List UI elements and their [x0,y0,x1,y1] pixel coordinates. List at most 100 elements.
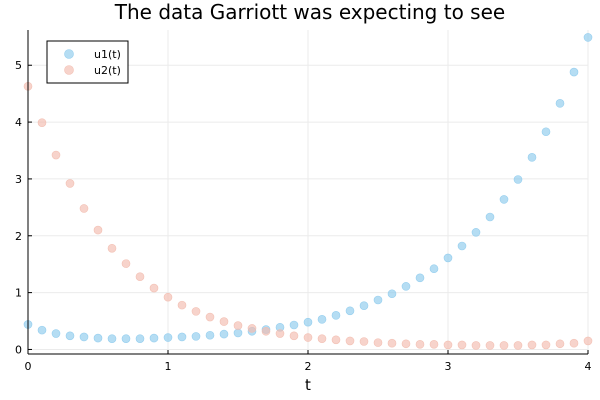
x-tick-label: 1 [165,360,172,373]
y-tick-label: 5 [15,59,22,72]
legend-marker-series-1 [64,49,74,59]
data-point-series-1 [541,127,551,137]
y-tick-label: 3 [15,173,22,186]
data-point-series-1 [345,306,355,316]
data-point-series-2 [555,339,565,349]
data-point-series-1 [303,317,313,327]
data-point-series-2 [527,340,537,350]
data-point-series-1 [359,301,369,310]
data-point-series-2 [191,307,201,316]
data-point-series-1 [93,333,103,343]
data-point-series-1 [65,331,75,341]
data-point-series-2 [541,340,551,350]
x-axis-label: t [305,376,311,394]
y-tick-label: 1 [15,287,22,300]
data-point-series-1 [289,320,299,330]
tick-labels: 0 1 2 3 4 0 1 2 3 4 5 [15,59,592,373]
data-point-series-1 [387,289,397,299]
data-point-series-2 [471,341,481,350]
data-point-series-2 [107,243,117,253]
data-point-series-2 [317,334,327,343]
data-point-series-2 [387,338,397,348]
data-point-series-1 [513,175,523,184]
data-point-series-2 [443,340,453,350]
x-tick-label: 2 [305,360,312,373]
data-point-series-1 [443,253,453,263]
data-point-series-1 [373,295,383,305]
x-tick-label: 0 [25,360,32,373]
data-point-series-2 [247,324,257,333]
data-point-series-1 [37,325,47,335]
data-point-series-2 [401,339,411,349]
data-point-series-2 [233,321,243,330]
data-point-series-1 [485,212,495,222]
data-point-series-2 [415,340,425,349]
data-points [23,33,593,350]
legend-marker-series-2 [64,65,74,75]
data-point-series-1 [429,264,439,274]
data-point-series-2 [373,338,383,347]
data-point-series-1 [527,153,537,162]
data-point-series-1 [79,332,89,342]
data-point-series-2 [51,150,61,160]
data-point-series-1 [177,332,187,342]
legend-box [46,40,129,84]
data-point-series-1 [163,333,173,342]
x-tick-label: 4 [585,360,592,373]
y-tick-label: 0 [15,343,22,356]
data-point-series-2 [149,283,159,293]
data-point-series-1 [555,99,565,108]
data-point-series-2 [289,331,299,341]
data-point-series-1 [233,328,243,338]
data-point-series-2 [177,300,187,310]
legend-label-series-1: u1(t) [94,48,121,61]
data-point-series-2 [219,317,229,326]
legend-label-series-2: u2(t) [94,64,121,77]
data-point-series-2 [163,292,173,302]
data-point-series-1 [415,273,425,283]
data-point-series-1 [499,195,509,204]
data-point-series-1 [205,330,215,340]
data-point-series-2 [121,259,131,268]
y-tick-label: 4 [15,116,22,129]
data-point-series-1 [107,334,117,343]
data-point-series-1 [401,282,411,291]
data-point-series-2 [499,341,509,350]
data-point-series-1 [191,332,201,341]
y-tick-label: 2 [15,230,22,243]
data-point-series-2 [331,335,341,345]
data-point-series-2 [93,225,103,235]
data-point-series-2 [583,336,593,346]
data-point-series-2 [37,118,47,127]
data-point-series-1 [51,329,61,338]
data-point-series-2 [79,204,89,213]
axes [27,30,589,355]
data-point-series-1 [317,315,327,324]
chart-title: The data Garriott was expecting to see [114,0,505,24]
data-point-series-1 [471,228,481,237]
data-point-series-2 [275,329,285,338]
data-point-series-1 [135,334,145,343]
legend: u1(t) u2(t) [46,40,129,84]
data-point-series-2 [429,340,439,349]
data-point-series-2 [485,341,495,350]
data-point-series-1 [583,33,593,42]
data-point-series-1 [149,333,159,343]
data-point-series-1 [121,334,131,343]
data-point-series-1 [331,311,341,320]
data-point-series-1 [569,67,579,77]
data-point-series-2 [65,179,75,188]
data-point-series-2 [569,338,579,348]
data-point-series-2 [205,312,215,322]
data-point-series-2 [345,336,355,346]
data-point-series-2 [513,341,523,350]
data-point-series-1 [219,329,229,339]
data-point-series-2 [135,272,145,281]
data-point-series-1 [457,241,467,251]
x-tick-label: 3 [445,360,452,373]
data-point-series-2 [303,333,313,342]
data-point-series-2 [359,337,369,346]
data-point-series-2 [457,340,467,350]
data-point-series-2 [261,326,271,336]
